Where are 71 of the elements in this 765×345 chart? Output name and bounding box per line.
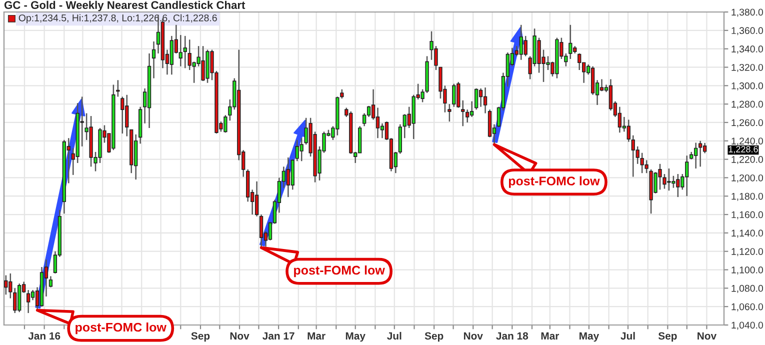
- candlestick: [578, 52, 582, 71]
- x-tick-label: Nov: [698, 332, 717, 340]
- candlestick: [170, 35, 174, 76]
- candlestick: [698, 140, 702, 168]
- x-tick-label: Mar: [541, 332, 560, 340]
- candlestick: [420, 88, 424, 103]
- x-tick-label: Sep: [658, 332, 677, 342]
- candlestick: [524, 35, 528, 57]
- candlestick: [608, 78, 613, 112]
- y-tick-label: 1,380.0: [732, 8, 763, 17]
- candlestick: [448, 103, 452, 122]
- x-tick-label: May: [346, 332, 366, 342]
- candlestick: [626, 119, 630, 142]
- y-tick-label: 1,180.0: [732, 192, 763, 201]
- candlestick: [120, 96, 124, 134]
- y-tick-label: 1,300.0: [732, 82, 763, 90]
- candlestick: [600, 78, 604, 92]
- chart-title: GC - Gold - Weekly Nearest Candlestick Chart: [4, 0, 246, 12]
- candlestick: [178, 34, 182, 67]
- candlestick: [152, 40, 156, 79]
- annotation: post-FOMC low: [508, 176, 600, 188]
- candlestick: [48, 276, 53, 288]
- y-tick-label: 1,260.0: [732, 119, 763, 128]
- x-tick-label: Jan 17: [262, 332, 294, 340]
- y-tick-label: 1,060.0: [732, 303, 763, 312]
- candlestick: [474, 88, 478, 110]
- x-tick-label: Jan 16: [28, 332, 60, 340]
- y-tick-label: 1,360.0: [732, 27, 763, 36]
- candlestick: [300, 137, 304, 162]
- x-tick-label: Nov: [230, 332, 250, 340]
- candlestick: [26, 289, 30, 314]
- annotation: post-FOMC low: [294, 265, 385, 278]
- x-tick-label: Sep: [191, 332, 210, 342]
- x-tick-label: Jan 18: [496, 332, 528, 340]
- candlestick: [466, 108, 470, 124]
- y-tick-label: 1,120.0: [732, 248, 763, 256]
- x-tick-label: Jul: [620, 332, 635, 340]
- candlestick: [568, 24, 572, 60]
- y-tick-label: 1,200.0: [732, 174, 763, 182]
- x-tick-label: Nov: [464, 332, 483, 340]
- candlestick: [483, 86, 488, 114]
- candlestick: [254, 180, 259, 217]
- candlestick: [644, 160, 648, 174]
- y-tick-label: 1,240.0: [732, 138, 763, 146]
- y-tick-label: 1,340.0: [732, 46, 763, 54]
- candlestick: [340, 88, 344, 100]
- x-tick-label: Sep: [424, 332, 444, 342]
- x-tick-label: May: [580, 332, 600, 342]
- candlestick: [618, 106, 622, 134]
- candlestick: [702, 142, 707, 154]
- candlestick: [183, 35, 187, 69]
- y-tick-label: 1,040.0: [732, 322, 763, 330]
- x-tick-label: Jul: [387, 332, 402, 340]
- candlestick: [259, 214, 264, 248]
- y-tick-label: 1,080.0: [732, 284, 763, 293]
- y-tick-label: 1,100.0: [732, 266, 763, 275]
- candlestick: [478, 88, 483, 108]
- annotation: post-FOMC low: [76, 322, 166, 334]
- candlestick: [4, 274, 8, 296]
- x-tick-label: Mar: [308, 332, 326, 340]
- y-tick-label: 1,140.0: [732, 230, 763, 238]
- candlestick: [452, 83, 456, 108]
- y-tick-label: 1,160.0: [732, 211, 763, 220]
- candlestick: [13, 288, 17, 314]
- y-tick-label: 1,280.0: [732, 100, 763, 109]
- candlestick: [376, 107, 380, 139]
- candlestick: [116, 80, 120, 98]
- annotation: 1,228.6: [728, 146, 758, 154]
- y-tick-label: 1,220.0: [732, 156, 763, 164]
- y-tick-label: 1,320.0: [732, 64, 763, 72]
- candlestick: [461, 100, 465, 127]
